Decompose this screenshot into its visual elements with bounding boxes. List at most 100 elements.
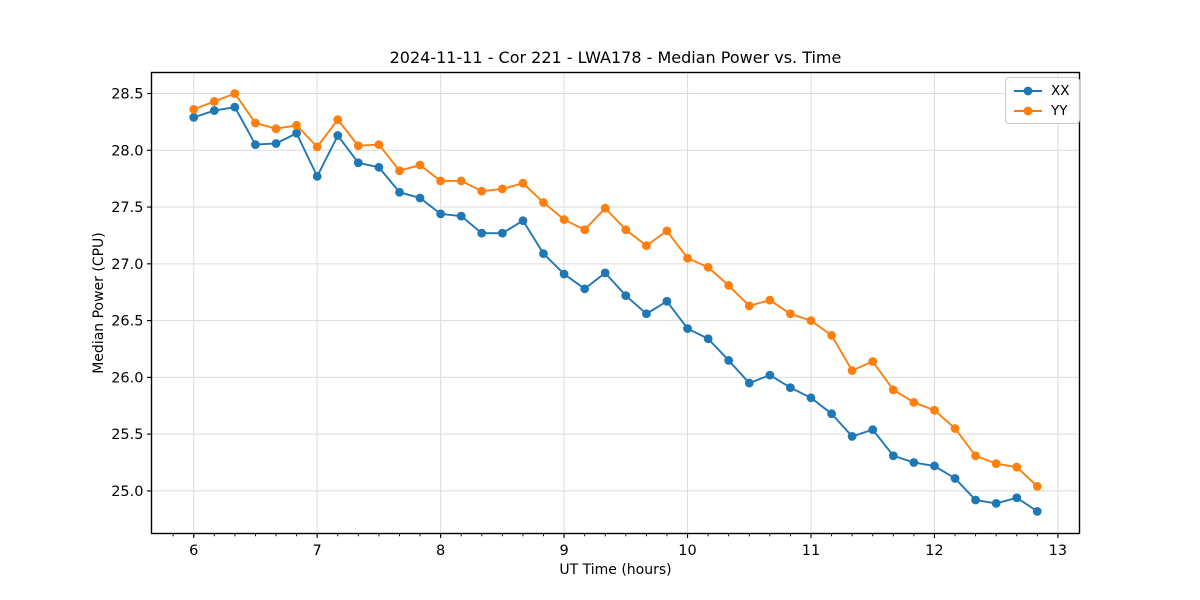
data-point-yy [353, 141, 363, 151]
data-point-xx [806, 393, 816, 403]
data-point-xx [600, 268, 610, 278]
x-tick-label: 10 [678, 543, 696, 559]
data-point-xx [456, 211, 466, 221]
data-point-xx [662, 296, 672, 306]
data-point-yy [868, 357, 878, 366]
data-point-yy [765, 295, 775, 305]
data-point-xx [744, 378, 754, 388]
data-point-xx [1032, 506, 1042, 516]
data-point-xx [827, 409, 837, 419]
data-point-yy [662, 226, 672, 236]
data-point-yy [189, 105, 199, 114]
data-point-xx [312, 171, 322, 181]
data-point-yy [209, 97, 219, 106]
x-tick-label: 8 [436, 543, 445, 559]
data-point-yy [991, 459, 1001, 469]
legend-label-yy: YY [1051, 102, 1068, 119]
legend-label-xx: XX [1051, 82, 1070, 99]
data-point-xx [621, 291, 631, 301]
data-point-yy [1032, 481, 1042, 491]
x-tick-label: 12 [925, 543, 943, 559]
data-point-yy [1012, 462, 1022, 472]
x-tick-label: 7 [313, 543, 322, 559]
gridlines [151, 72, 1080, 534]
data-point-yy [436, 176, 446, 186]
data-point-yy [683, 253, 692, 263]
data-point-yy [230, 89, 240, 98]
y-tick-label: 27.0 [111, 257, 143, 273]
data-point-xx [868, 425, 878, 435]
data-point-xx [251, 140, 260, 150]
data-point-xx [1012, 493, 1022, 503]
y-tick-label: 28.0 [111, 143, 143, 159]
data-point-xx [497, 228, 507, 238]
data-point-xx [333, 131, 343, 140]
series-yy [189, 89, 1042, 491]
chart-title: 2024-11-11 - Cor 221 - LWA178 - Median P… [389, 48, 842, 67]
data-point-xx [436, 209, 446, 219]
x-tick-labels: 6 7 8 9 10 11 12 13 [189, 543, 1067, 559]
data-point-xx [292, 128, 301, 138]
legend: XX YY [1005, 77, 1080, 124]
data-point-yy [415, 160, 425, 170]
legend-line-marker-xx-icon [1014, 86, 1042, 95]
data-point-yy [827, 330, 837, 340]
data-point-xx [559, 269, 569, 279]
data-point-xx [539, 249, 548, 259]
data-point-yy [621, 225, 631, 235]
y-tick-label: 26.5 [111, 314, 143, 330]
legend-item-xx: XX [1013, 82, 1072, 99]
data-point-yy [744, 301, 754, 311]
x-axis-label: UT Time (hours) [559, 562, 672, 578]
data-point-yy [642, 241, 651, 251]
data-point-yy [271, 124, 281, 134]
data-point-xx [230, 102, 240, 112]
data-point-xx [415, 193, 425, 203]
data-point-xx [580, 284, 590, 294]
data-point-xx [930, 461, 939, 471]
data-point-yy [888, 385, 898, 395]
data-point-yy [518, 178, 528, 188]
data-point-xx [950, 474, 960, 483]
data-point-yy [971, 451, 980, 461]
data-point-xx [271, 139, 281, 148]
data-point-xx [991, 499, 1001, 508]
data-point-yy [580, 225, 590, 235]
data-point-xx [518, 216, 528, 226]
y-tick-label: 26.0 [111, 370, 143, 386]
series-xx [189, 102, 1042, 516]
y-tick-label: 28.5 [111, 87, 143, 103]
data-point-yy [497, 184, 507, 194]
data-point-xx [765, 370, 775, 380]
legend-line-marker-yy-icon [1014, 106, 1042, 115]
data-point-yy [930, 405, 939, 415]
data-point-yy [806, 316, 816, 325]
data-point-xx [785, 383, 795, 392]
data-point-xx [683, 324, 692, 333]
data-point-xx [888, 451, 898, 461]
data-point-xx [209, 106, 219, 115]
data-point-xx [477, 228, 487, 238]
data-point-yy [477, 186, 487, 196]
data-point-xx [971, 495, 980, 505]
y-tick-label: 25.5 [111, 427, 143, 443]
data-point-xx [642, 309, 651, 319]
data-point-yy [909, 397, 919, 407]
data-point-xx [703, 334, 713, 344]
data-point-yy [600, 203, 610, 213]
data-point-xx [847, 432, 857, 441]
data-point-yy [333, 115, 343, 125]
data-point-yy [251, 118, 260, 128]
data-point-xx [353, 158, 363, 168]
data-point-yy [395, 166, 404, 176]
x-tick-label: 6 [189, 543, 198, 559]
y-tick-labels: 25.0 25.5 26.0 26.5 27.0 27.5 28.0 28.5 [111, 87, 143, 500]
legend-item-yy: YY [1013, 102, 1072, 119]
plot-border [150, 71, 1081, 535]
data-point-yy [950, 424, 960, 433]
data-point-yy [703, 262, 713, 272]
data-point-yy [292, 120, 301, 130]
data-point-yy [374, 140, 384, 150]
